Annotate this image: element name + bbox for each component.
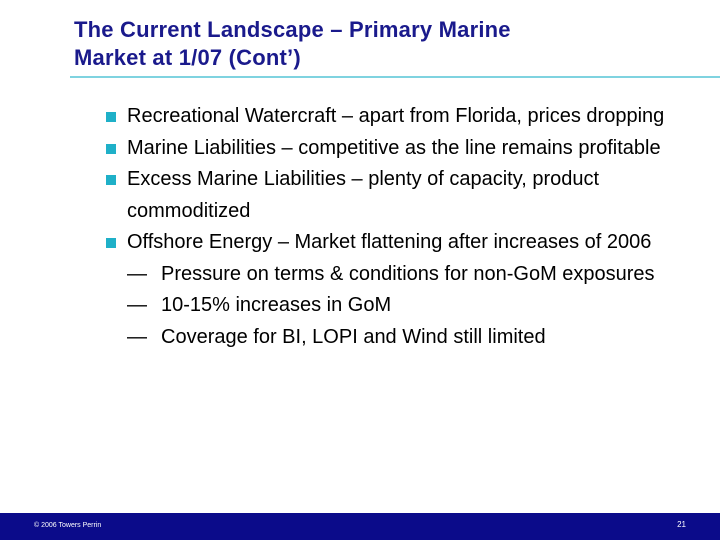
sub-bullet-text: 10-15% increases in GoM [161, 294, 392, 316]
bullet-item: Recreational Watercraft – apart from Flo… [106, 101, 706, 133]
square-bullet-icon [106, 175, 116, 185]
bullet-item: Offshore Energy – Market flattening afte… [106, 227, 706, 259]
bullet-text: Offshore Energy – Market flattening afte… [127, 231, 652, 253]
slide-title-line-1: The Current Landscape – Primary Marine [74, 17, 511, 42]
square-bullet-icon [106, 112, 116, 122]
square-bullet-icon [106, 238, 116, 248]
bullet-item: Excess Marine Liabilities – plenty of ca… [106, 164, 706, 227]
sub-bullet-text: Pressure on terms & conditions for non-G… [161, 262, 655, 285]
bullet-item: Marine Liabilities – competitive as the … [106, 133, 706, 165]
slide-title: The Current Landscape – Primary Marine M… [74, 16, 674, 72]
dash-bullet-icon: — [127, 294, 147, 316]
sub-bullet-item: — 10-15% increases in GoM [106, 290, 706, 322]
dash-bullet-icon: — [127, 262, 147, 285]
footer-bar: © 2006 Towers Perrin 21 [0, 513, 720, 540]
bullet-text: Marine Liabilities – competitive as the … [127, 136, 661, 159]
dash-bullet-icon: — [127, 325, 147, 348]
bullet-text: Recreational Watercraft – apart from Flo… [127, 105, 665, 127]
copyright-text: © 2006 Towers Perrin [34, 522, 102, 529]
page-number: 21 [677, 520, 686, 529]
slide-title-line-2: Market at 1/07 (Cont’) [74, 45, 301, 70]
sub-bullet-item: — Coverage for BI, LOPI and Wind still l… [106, 322, 706, 354]
sub-bullet-item: — Pressure on terms & conditions for non… [106, 259, 706, 291]
bullet-list: Recreational Watercraft – apart from Flo… [106, 101, 706, 353]
bullet-text: Excess Marine Liabilities – plenty of ca… [127, 168, 600, 222]
square-bullet-icon [106, 143, 116, 154]
title-divider [70, 76, 720, 78]
sub-bullet-text: Coverage for BI, LOPI and Wind still lim… [161, 325, 546, 348]
